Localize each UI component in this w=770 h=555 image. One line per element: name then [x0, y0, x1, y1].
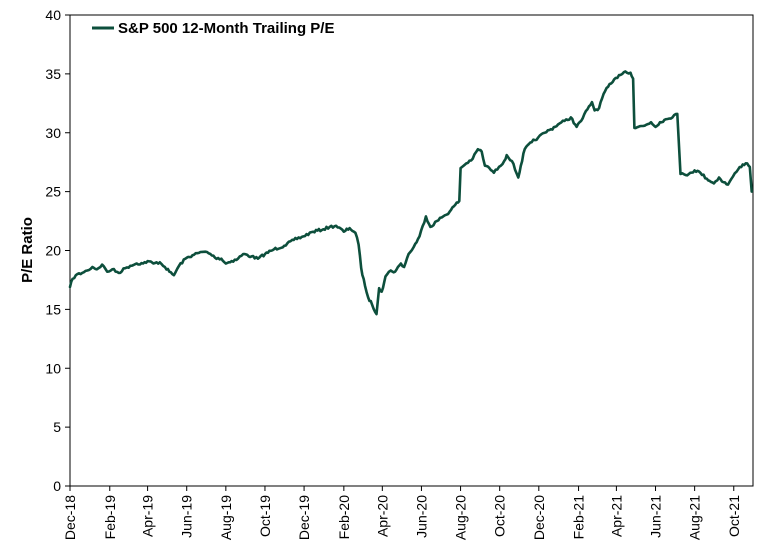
y-tick-label: 20 [45, 243, 61, 259]
series-line-sp500-pe [68, 70, 753, 316]
x-tick-label: Jun-19 [179, 495, 195, 538]
x-axis-ticks: Dec-18 Feb-19 Apr-19 Jun-19 Aug-19 Oct-19 Dec-… [62, 486, 742, 540]
legend-label: S&P 500 12-Month Trailing P/E [118, 20, 334, 37]
legend: S&P 500 12-Month Trailing P/E [92, 20, 334, 37]
y-tick-label: 5 [53, 419, 61, 435]
x-tick-label: Apr-19 [140, 495, 156, 537]
x-tick-label: Jun-20 [413, 495, 429, 538]
x-tick-label: Aug-20 [453, 495, 469, 540]
y-tick-label: 15 [45, 301, 61, 317]
x-tick-label: Oct-20 [492, 495, 508, 537]
x-tick-label: Jun-21 [648, 495, 664, 538]
x-tick-label: Aug-21 [687, 495, 703, 540]
plot-area-frame [69, 14, 754, 487]
y-tick-label: 30 [45, 125, 61, 141]
x-tick-label: Feb-21 [571, 495, 587, 540]
y-axis-ticks: 0 5 10 15 20 25 30 35 40 [45, 7, 70, 494]
x-tick-label: Dec-19 [296, 495, 312, 540]
y-tick-label: 10 [45, 360, 61, 376]
x-tick-label: Apr-20 [374, 495, 390, 537]
x-tick-label: Dec-18 [62, 495, 78, 540]
y-tick-label: 0 [53, 478, 61, 494]
y-tick-label: 35 [45, 66, 61, 82]
x-tick-label: Oct-19 [257, 495, 273, 537]
x-tick-label: Oct-21 [726, 495, 742, 537]
x-tick-label: Aug-19 [218, 495, 234, 540]
x-tick-label: Dec-20 [531, 495, 547, 540]
x-tick-label: Apr-21 [608, 495, 624, 537]
x-tick-label: Feb-19 [102, 495, 118, 540]
y-tick-label: 25 [45, 184, 61, 200]
y-axis-label: P/E Ratio [19, 217, 36, 283]
y-tick-label: 40 [45, 7, 61, 23]
x-tick-label: Feb-20 [336, 495, 352, 540]
